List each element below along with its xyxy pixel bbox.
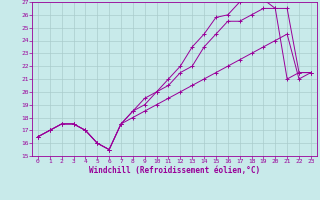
X-axis label: Windchill (Refroidissement éolien,°C): Windchill (Refroidissement éolien,°C) — [89, 166, 260, 175]
